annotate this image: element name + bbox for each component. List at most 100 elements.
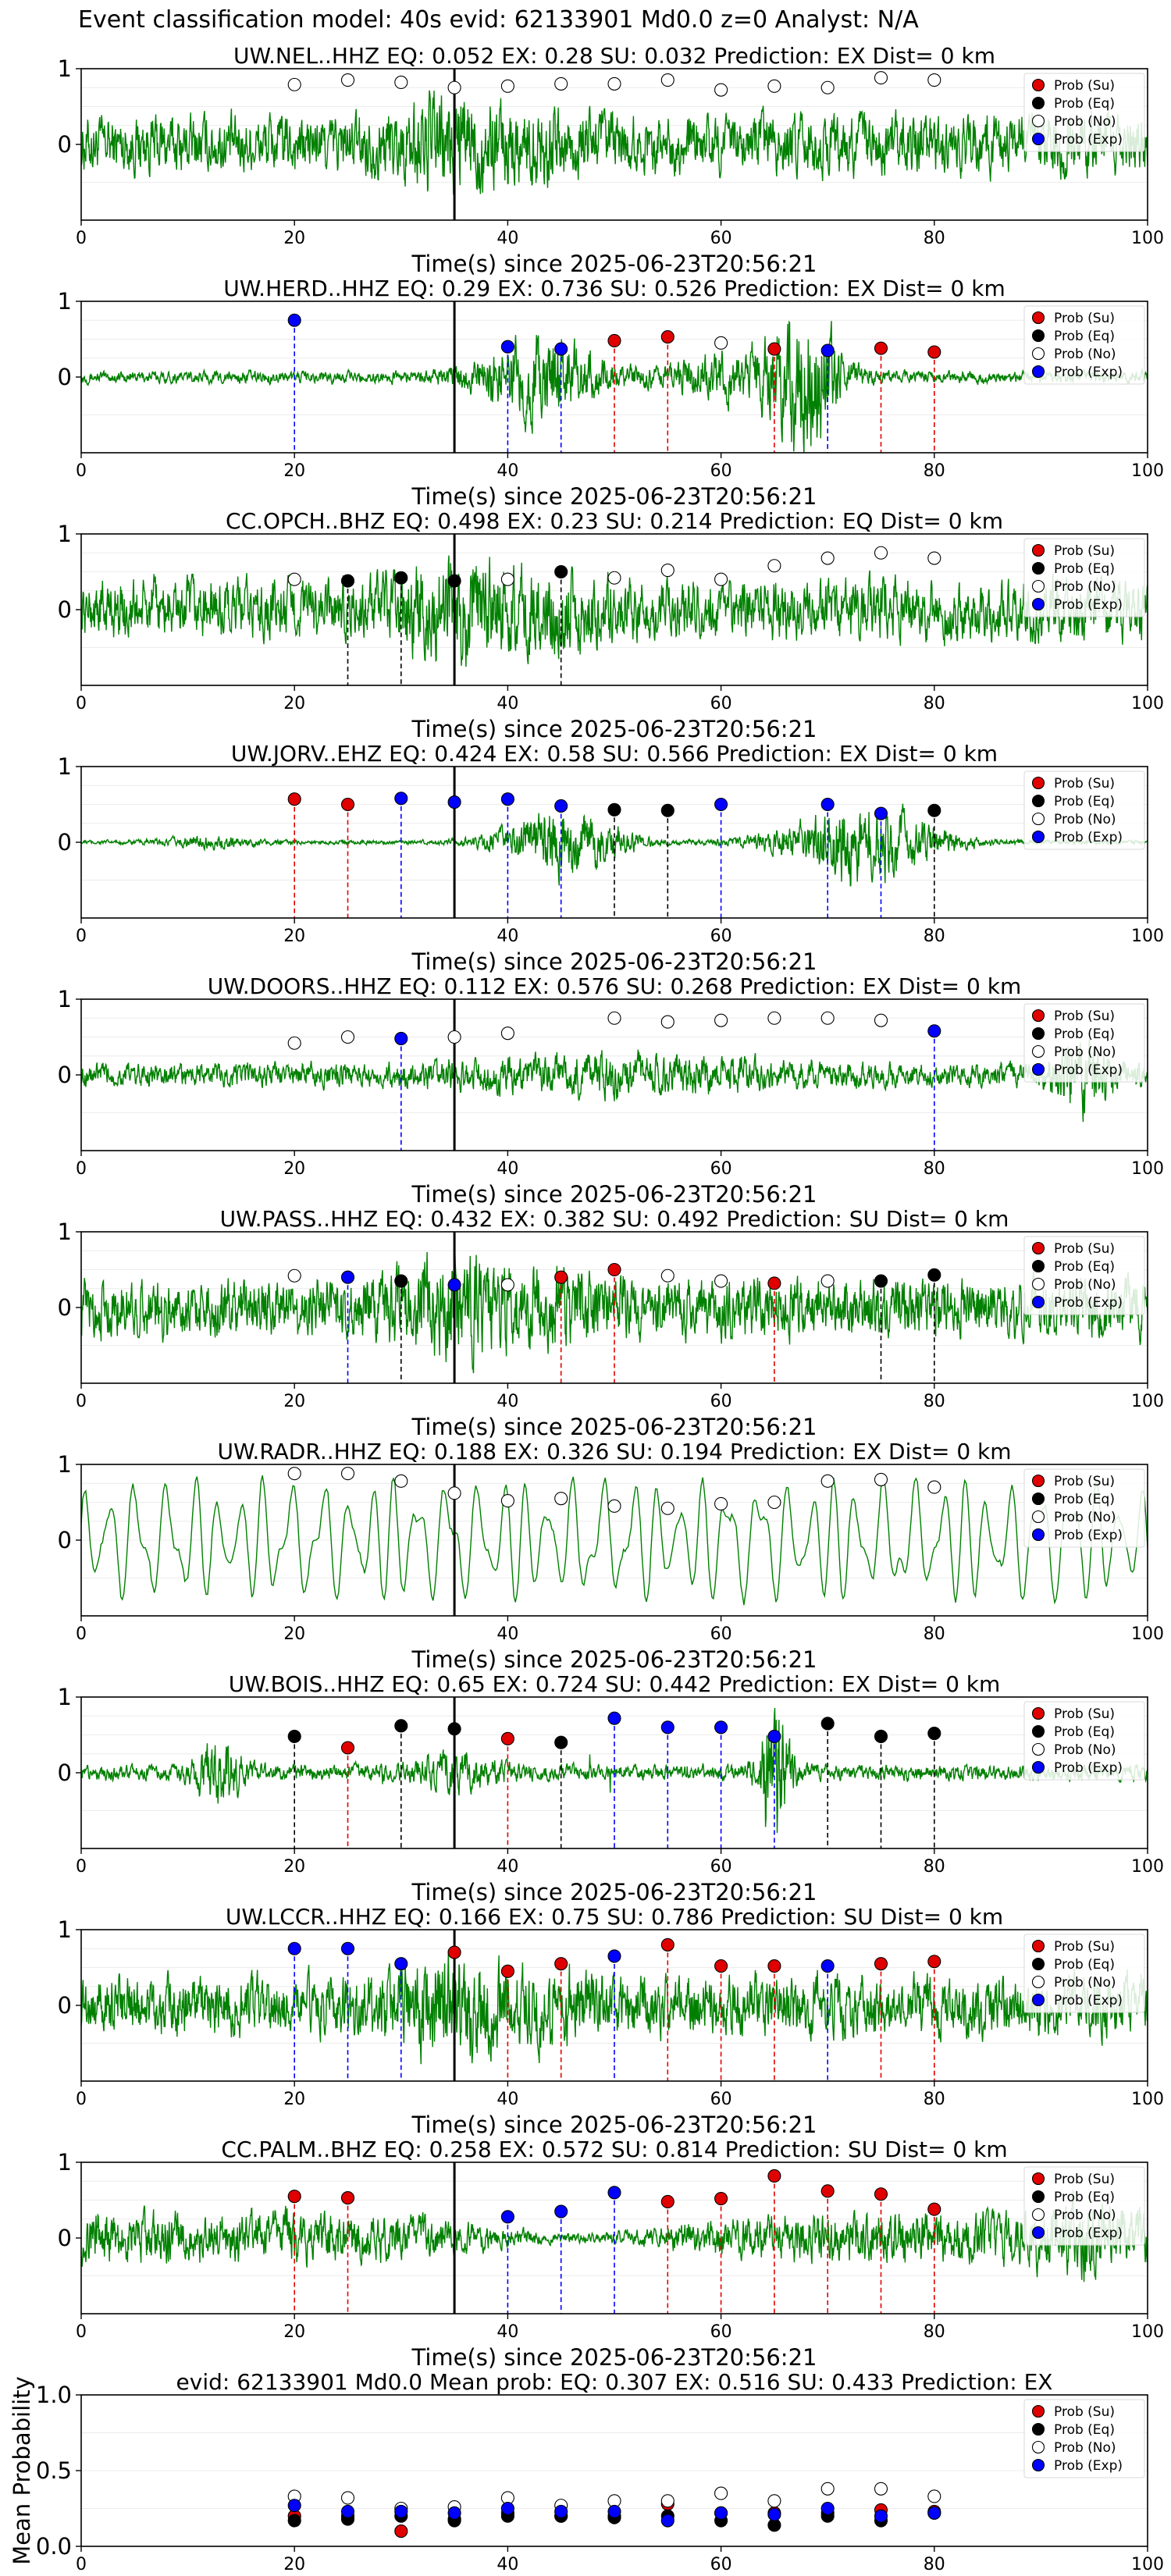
mean-point-no	[874, 2482, 888, 2496]
prob-point-eq	[874, 1274, 888, 1288]
legend-label: Prob (Exp)	[1054, 1528, 1123, 1543]
prob-point-eq	[394, 1274, 408, 1288]
prob-point-exp	[714, 797, 728, 812]
y-tick-label: 1	[58, 1219, 72, 1245]
prob-point-exp	[447, 1278, 461, 1292]
prob-point-exp	[820, 1959, 835, 1973]
prob-point-su	[340, 797, 355, 812]
trace-group	[81, 1038, 1148, 1123]
y-tick-label: 0	[58, 1294, 72, 1321]
x-tick-label: 40	[497, 1392, 518, 1411]
prob-point-exp	[500, 340, 514, 354]
prob-point-no	[607, 76, 621, 91]
legend-marker-eq	[1031, 1026, 1045, 1041]
legend-box	[1023, 2399, 1145, 2478]
mean-point-exp	[340, 2504, 355, 2518]
prob-point-no	[287, 77, 301, 91]
prob-point-eq	[287, 1729, 301, 1743]
prob-point-no	[820, 1274, 835, 1288]
prob-point-no	[287, 572, 301, 586]
legend-marker-no	[1031, 1742, 1045, 1756]
y-tick-label: 0	[58, 1992, 72, 2019]
x-tick-label: 80	[924, 2555, 945, 2574]
legend: Prob (Su) Prob (Eq) Prob (No) Prob (Exp)	[1023, 2399, 1145, 2478]
legend-marker-no	[1031, 1044, 1045, 1059]
prob-point-no	[340, 1467, 355, 1481]
prob-point-exp	[607, 1711, 621, 1725]
x-tick-label: 80	[924, 927, 945, 946]
prob-point-no	[607, 1499, 621, 1513]
legend-label: Prob (No)	[1054, 1277, 1116, 1293]
x-tick-label: 0	[76, 1159, 87, 1179]
x-tick-label: 80	[924, 2322, 945, 2342]
prob-point-eq	[447, 574, 461, 588]
x-tick-label: 100	[1131, 694, 1164, 713]
prob-point-exp	[287, 313, 301, 327]
prob-point-exp	[287, 1941, 301, 1955]
x-tick-label: 80	[924, 1624, 945, 1644]
x-tick-label: 80	[924, 2090, 945, 2109]
legend-label: Prob (Exp)	[1054, 2226, 1123, 2241]
x-tick-label: 20	[283, 461, 305, 481]
mean-point-exp	[394, 2504, 408, 2518]
prob-point-no	[714, 336, 728, 350]
x-tick-label: 40	[497, 2090, 518, 2109]
prob-point-no	[714, 1013, 728, 1027]
legend-marker-eq	[1031, 2422, 1045, 2436]
prob-point-no	[500, 79, 514, 93]
legend-label: Prob (Su)	[1054, 1706, 1115, 1722]
legend-label: Prob (Eq)	[1054, 1492, 1115, 1507]
legend-label: Prob (Eq)	[1054, 1026, 1115, 1042]
chart-title: UW.NEL..HHZ EQ: 0.052 EX: 0.28 SU: 0.032…	[233, 43, 995, 69]
prob-point-no	[714, 1274, 728, 1288]
prob-point-su	[554, 1270, 568, 1284]
legend-label: Prob (Su)	[1054, 1939, 1115, 1955]
legend-marker-su	[1031, 1474, 1045, 1488]
prob-point-su	[607, 333, 621, 347]
prob-point-exp	[394, 1031, 408, 1045]
x-tick-label: 0	[76, 1392, 87, 1411]
chart-panel-3: UW.JORV..EHZ EQ: 0.424 EX: 0.58 SU: 0.56…	[58, 741, 1164, 975]
x-tick-label: 60	[710, 1392, 732, 1411]
legend-marker-su	[1031, 311, 1045, 325]
y-tick-label: 1	[58, 55, 72, 82]
prob-point-eq	[820, 1717, 835, 1731]
prob-point-su	[287, 2190, 301, 2204]
legend-label: Prob (No)	[1054, 2440, 1116, 2456]
prob-point-no	[874, 71, 888, 85]
legend-label: Prob (Exp)	[1054, 1760, 1123, 1776]
legend-label: Prob (Su)	[1054, 1474, 1115, 1489]
prob-point-su	[767, 1276, 781, 1290]
prob-point-eq	[660, 803, 674, 817]
x-tick-label: 20	[283, 229, 305, 248]
chart-panel-10: evid: 62133901 Md0.0 Mean prob: EQ: 0.30…	[9, 2369, 1164, 2574]
legend-marker-exp	[1031, 132, 1045, 146]
mean-point-exp	[554, 2504, 568, 2518]
legend-marker-su	[1031, 1009, 1045, 1023]
x-tick-label: 60	[710, 2090, 732, 2109]
prob-point-su	[820, 2184, 835, 2198]
prob-point-no	[660, 1501, 674, 1515]
prob-point-exp	[607, 1949, 621, 1963]
legend-marker-exp	[1031, 2458, 1045, 2472]
prob-point-no	[660, 1015, 674, 1029]
prob-point-su	[714, 1959, 728, 1973]
prob-point-su	[767, 1959, 781, 1973]
y-tick-label: 0	[58, 2225, 72, 2251]
legend-box	[1023, 1934, 1145, 2013]
chart-panel-2: CC.OPCH..BHZ EQ: 0.498 EX: 0.23 SU: 0.21…	[58, 508, 1164, 742]
y-tick-label: 1	[58, 1451, 72, 1478]
prob-point-no	[714, 1496, 728, 1510]
prob-point-exp	[820, 343, 835, 358]
legend-marker-exp	[1031, 365, 1045, 379]
mean-point-exp	[714, 2506, 728, 2520]
prob-point-exp	[394, 1957, 408, 1971]
legend-marker-su	[1031, 1939, 1045, 1953]
prob-point-su	[767, 342, 781, 356]
prob-point-exp	[340, 1270, 355, 1284]
prob-point-su	[927, 1955, 941, 1969]
figure-title: Event classification model: 40s evid: 62…	[78, 6, 919, 34]
legend-box	[1023, 1468, 1145, 1548]
legend-label: Prob (No)	[1054, 812, 1116, 827]
x-axis-label: Time(s) since 2025-06-23T20:56:21	[411, 251, 817, 277]
